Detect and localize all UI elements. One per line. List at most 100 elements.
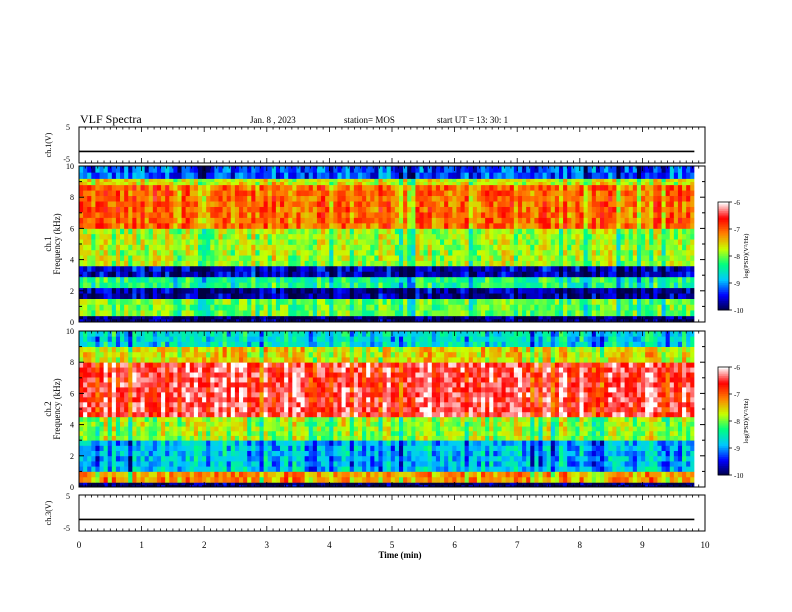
- spectrogram-cell: [513, 244, 519, 251]
- spectrogram-cell: [226, 287, 232, 294]
- spectrogram-cell: [641, 282, 646, 289]
- spectrogram-cell: [230, 315, 236, 320]
- spectrogram-cell: [390, 260, 396, 267]
- spectrogram-cell: [493, 190, 498, 197]
- spectrogram-cell: [591, 298, 597, 305]
- spectrogram-cell: [587, 276, 593, 283]
- spectrogram-cell: [136, 318, 141, 323]
- spectrogram-cell: [103, 228, 109, 235]
- spectrogram-cell: [218, 222, 223, 229]
- spectrogram-cell: [452, 181, 457, 186]
- spectrogram-cell: [321, 172, 326, 179]
- spectrogram-cell: [407, 222, 412, 229]
- spectrogram-cell: [156, 239, 162, 245]
- spectrogram-cell: [645, 255, 650, 261]
- spectrogram-cell: [448, 172, 453, 179]
- spectrogram-cell: [132, 172, 137, 179]
- spectrogram-cell: [156, 244, 162, 251]
- spectrogram-cell: [394, 310, 400, 317]
- spectrogram-cell: [255, 265, 260, 272]
- spectrogram-cell: [144, 298, 150, 305]
- spectrogram-cell: [156, 201, 162, 207]
- spectrogram-cell: [390, 244, 396, 251]
- spectrogram-cell: [583, 239, 589, 245]
- spectrogram-cell: [427, 304, 433, 311]
- spectrogram-cell: [79, 260, 84, 267]
- spectrogram-cell: [476, 195, 482, 202]
- spectrogram-cell: [144, 255, 150, 261]
- spectrogram-cell: [79, 471, 84, 478]
- spectrogram-cell: [210, 233, 215, 240]
- spectrogram-cell: [526, 271, 531, 278]
- spectrogram-cell: [357, 181, 363, 186]
- spectrogram-cell: [300, 201, 306, 207]
- spectrogram-cell: [567, 287, 572, 294]
- spectrogram-cell: [275, 304, 281, 311]
- spectrogram-cell: [140, 249, 146, 256]
- spectrogram-cell: [156, 178, 162, 182]
- spectrogram-cell: [255, 181, 260, 186]
- spectrogram-cell: [448, 206, 453, 213]
- spectrogram-cell: [517, 304, 523, 311]
- spectrogram-cell: [296, 265, 301, 272]
- spectrogram-cell: [530, 482, 535, 486]
- spectrogram-cell: [485, 293, 490, 299]
- spectrogram-cell: [550, 293, 556, 299]
- spectrogram-cell: [546, 298, 552, 305]
- spectrogram-cell: [197, 233, 203, 240]
- spectrogram-cell: [485, 255, 490, 261]
- spectrogram-cell: [79, 244, 84, 251]
- spectrogram-cell: [136, 181, 141, 186]
- spectrogram-cell: [111, 271, 117, 278]
- spectrogram-cell: [677, 181, 683, 186]
- spectrogram-cell: [91, 172, 96, 179]
- spectrogram-cell: [144, 239, 150, 245]
- spectrogram-cell: [87, 482, 92, 486]
- spectrogram-cell: [690, 195, 695, 202]
- spectrogram-cell: [321, 228, 326, 235]
- spectrogram-cell: [296, 206, 301, 213]
- spectrogram-cell: [382, 482, 388, 486]
- spectrogram-cell: [284, 178, 289, 182]
- spectrogram-cell: [513, 222, 519, 229]
- spectrogram-cell: [407, 212, 412, 218]
- spectrogram-cell: [407, 201, 412, 207]
- spectrogram-cell: [349, 195, 355, 202]
- spectrogram-cell: [103, 298, 109, 305]
- spectrogram-cell: [263, 315, 269, 320]
- spectrogram-cell: [636, 318, 642, 323]
- spectrogram-cell: [349, 212, 355, 218]
- spectrogram-cell: [431, 212, 437, 218]
- spectrogram-cell: [641, 287, 646, 294]
- spectrogram-cell: [509, 212, 515, 218]
- spectrogram-cell: [156, 166, 162, 173]
- spectrogram-cell: [509, 190, 515, 197]
- spectrogram-cell: [620, 195, 626, 202]
- spectrogram-cell: [312, 201, 318, 207]
- spectrogram-cell: [218, 482, 223, 486]
- spectrogram-cell: [407, 304, 412, 311]
- spectrogram-cell: [148, 184, 154, 191]
- spectrogram-cell: [522, 201, 527, 207]
- spectrogram-cell: [161, 476, 166, 483]
- spectrogram-cell: [505, 181, 511, 186]
- spectrogram-cell: [435, 484, 441, 488]
- spectrogram-cell: [345, 239, 351, 245]
- spectrogram-cell: [148, 212, 154, 218]
- spectrogram-cell: [682, 310, 687, 317]
- spectrogram-cell: [312, 233, 318, 240]
- spectrogram-cell: [263, 255, 269, 261]
- spectrogram-cell: [636, 276, 642, 283]
- spectrogram-cell: [526, 228, 531, 235]
- spectrogram-cell: [251, 233, 256, 240]
- spectrogram-cell: [452, 276, 457, 283]
- spectrogram-cell: [124, 178, 129, 182]
- spectrogram-cell: [411, 217, 416, 224]
- spectrogram-cell: [120, 484, 125, 488]
- spectrogram-cell: [251, 304, 256, 311]
- spectrogram-cell: [87, 249, 92, 256]
- spectrogram-cell: [124, 315, 129, 320]
- spectrogram-cell: [600, 276, 605, 283]
- spectrogram-cell: [370, 282, 375, 289]
- spectrogram-cell: [312, 318, 318, 323]
